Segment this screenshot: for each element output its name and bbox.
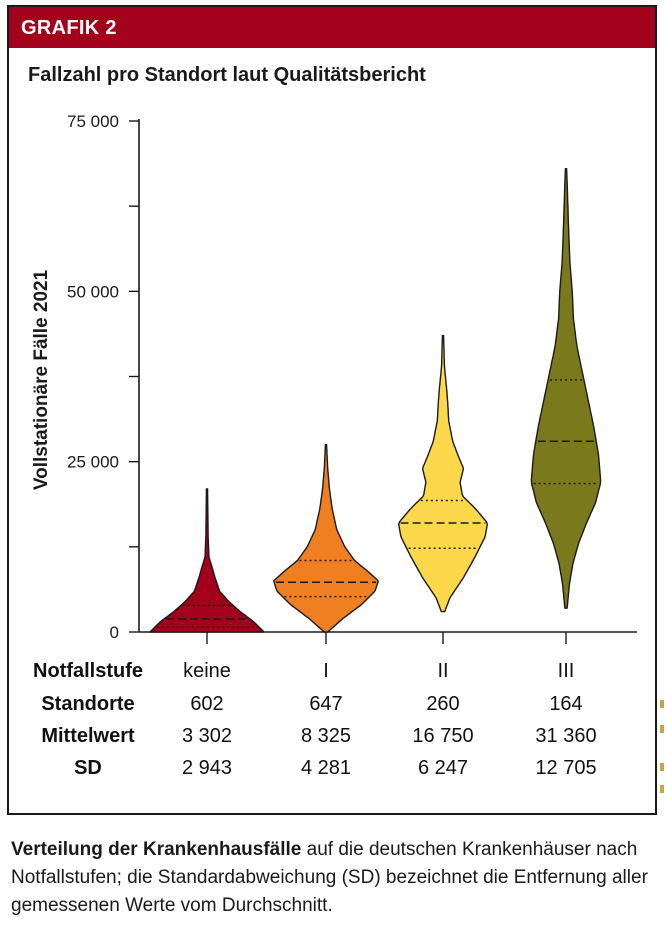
edge-mark	[660, 785, 664, 793]
violin-chart: 0 25 000 50 000 75 000 Vollstationäre Fälle …	[31, 112, 637, 644]
table-cell: 16 750	[412, 725, 474, 747]
y-tick-label: 50 000	[67, 282, 119, 301]
violin-I	[273, 443, 379, 633]
violin-II	[398, 334, 488, 613]
figure-banner: GRAFIK 2	[9, 7, 655, 48]
table-cell: 8 325	[300, 725, 352, 747]
table-cell: 260	[426, 693, 460, 715]
edge-mark	[660, 700, 664, 708]
y-tick-label: 25 000	[67, 453, 119, 472]
category-label: II	[437, 660, 449, 682]
table-cell: 3 302	[181, 725, 233, 747]
violin-keine	[149, 488, 265, 633]
table-cell: 6 247	[417, 757, 469, 779]
category-label: I	[323, 660, 329, 682]
table-cell: 647	[309, 693, 343, 715]
table-row-header: Notfallstufe	[33, 660, 143, 682]
violin-III	[530, 168, 602, 609]
y-tick-label: 0	[110, 623, 119, 642]
table-cell: 12 705	[535, 757, 597, 779]
edge-mark	[660, 725, 664, 733]
y-tick-label: 75 000	[67, 112, 119, 131]
table-cell: 4 281	[300, 757, 352, 779]
table-cell: 602	[190, 693, 224, 715]
table-row-header: Mittelwert	[41, 725, 135, 747]
category-label: III	[557, 660, 575, 682]
caption-bold: Verteilung der Krankenhausfälle	[11, 839, 302, 860]
category-label: keine	[183, 660, 231, 682]
table-cell: 2 943	[181, 757, 233, 779]
table-cell: 31 360	[535, 725, 597, 747]
chart-title: Fallzahl pro Standort laut Qualitätsberi…	[28, 64, 426, 86]
caption-text: auf die deutschen Krankenhäuser nach Not…	[11, 839, 648, 916]
y-axis-label: Vollstationäre Fälle 2021	[31, 269, 52, 490]
edge-mark	[660, 763, 664, 771]
table-row-header: Standorte	[41, 693, 135, 715]
table-row-header: SD	[74, 757, 102, 779]
figure-caption: Verteilung der Krankenhausfälle auf die …	[11, 836, 661, 920]
table-cell: 164	[549, 693, 583, 715]
figure-label: GRAFIK 2	[21, 17, 117, 39]
